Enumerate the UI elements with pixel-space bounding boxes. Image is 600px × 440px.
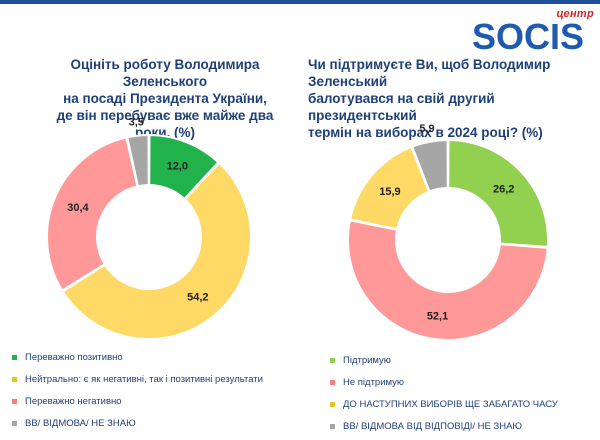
slice-value-label: 26,2 [493,183,514,195]
donut-slice [61,161,252,340]
legend-item: ДО НАСТУПНИХ ВИБОРІВ ЩЕ ЗАБАГАТО ЧАСУ [330,396,558,413]
donut-slice [411,138,449,193]
legend-label: Підтримую [343,355,391,366]
logo-wordmark: SOCIS [472,16,585,57]
legend-label: Не підтримую [343,377,405,388]
legend-item: ВВ/ ВІДМОВА/ НЕ ЗНАЮ [12,415,263,432]
legend-swatch [12,377,17,382]
slice-value-label: 52,1 [427,310,448,322]
legend-swatch [12,355,17,360]
legend-item: Не підтримую [330,374,558,391]
legend-item: Підтримую [330,352,558,369]
right-title-line: балотувався на свій другий президентськи… [308,91,495,123]
slice-value-label: 15,9 [379,186,400,198]
legend-item: Переважно негативно [12,393,263,410]
legend-swatch [330,402,335,407]
legend-item: Нейтрально: є як негативні, так і позити… [12,371,263,388]
right-title-line: Чи підтримуєте Ви, щоб Володимир Зеленсь… [308,57,551,89]
left-donut-chart: 12,0 54,2 30,4 3,5 [46,117,252,340]
top-accent-bar [0,0,600,4]
legend-swatch [12,399,17,404]
legend-swatch [12,421,17,426]
left-legend: Переважно позитивно Нейтрально: є як нега… [12,349,263,437]
right-legend: Підтримую Не підтримую ДО НАСТУПНИХ ВИБОРІ… [330,352,558,440]
legend-swatch [330,358,335,363]
legend-label: ВВ/ ВІДМОВА/ НЕ ЗНАЮ [25,418,136,429]
right-donut-chart: 26,2 52,1 15,9 5,9 [347,123,549,341]
slice-value-label: 5,9 [419,123,434,135]
donut-slice [46,136,139,292]
slice-value-label: 12,0 [167,160,188,172]
donut-slice [348,145,431,231]
logo-subtitle: центр [556,8,594,20]
slice-value-label: 3,5 [129,117,144,129]
right-title-line: термін на виборах в 2024 році? (%) [308,125,543,140]
left-title-line: Оцініть роботу Володимира Зеленського [70,57,260,89]
donut-slice [447,138,549,248]
donut-slice [347,219,549,341]
legend-label: ДО НАСТУПНИХ ВИБОРІВ ЩЕ ЗАБАГАТО ЧАСУ [343,399,558,410]
legend-swatch [330,424,335,429]
donut-slice [126,133,150,188]
left-title-line: на посаді Президента України, [63,91,267,106]
slice-value-label: 30,4 [67,202,89,214]
legend-label: Нейтрально: є як негативні, так і позити… [25,374,263,385]
legend-swatch [330,380,335,385]
socis-logo: центр SOCIS [470,8,598,58]
legend-item: ВВ/ ВІДМОВА ВІД ВІДПОВІДІ/ НЕ ЗНАЮ [330,418,558,435]
right-chart-title: Чи підтримуєте Ви, щоб Володимир Зеленсь… [308,56,598,141]
legend-label: Переважно негативно [25,396,122,407]
donut-slice [148,133,220,201]
slice-value-label: 54,2 [187,292,208,304]
legend-item: Переважно позитивно [12,349,263,366]
legend-label: Переважно позитивно [25,352,123,363]
